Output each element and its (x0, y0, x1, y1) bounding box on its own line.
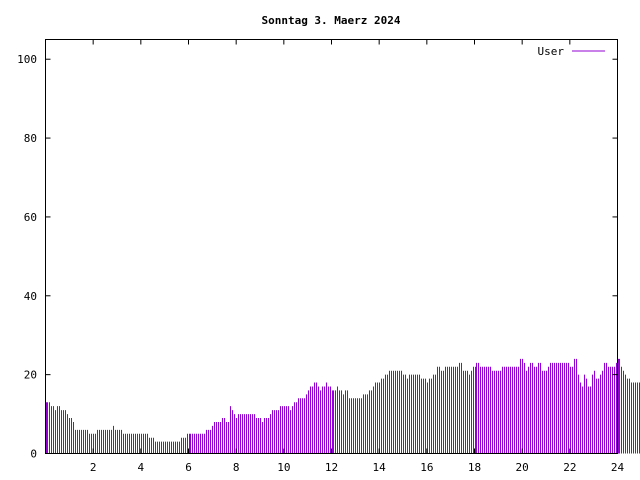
x-tick-label: 6 (185, 461, 192, 474)
y-tick-label: 0 (30, 448, 37, 461)
y-tick-label: 80 (24, 132, 37, 145)
x-tick-label: 2 (90, 461, 97, 474)
x-tick-label: 18 (468, 461, 481, 474)
x-tick-label: 12 (325, 461, 338, 474)
x-tick-label: 20 (516, 461, 529, 474)
x-tick-label: 16 (420, 461, 433, 474)
x-tick-label: 24 (611, 461, 625, 474)
bar-series-user (46, 358, 640, 454)
y-tick-label: 60 (24, 211, 37, 224)
legend-label-user: User (538, 45, 565, 58)
x-tick-label: 10 (277, 461, 290, 474)
x-tick-label: 4 (138, 461, 145, 474)
x-tick-label: 22 (563, 461, 576, 474)
legend: User (538, 45, 605, 58)
y-tick-label: 20 (24, 369, 37, 382)
y-tick-label: 40 (24, 290, 37, 303)
x-tick-label: 8 (233, 461, 240, 474)
plot-area-border (45, 39, 618, 454)
chart-title: Sonntag 3. Maerz 2024 (261, 14, 400, 27)
x-tick-label: 14 (373, 461, 387, 474)
y-tick-label: 100 (17, 53, 37, 66)
